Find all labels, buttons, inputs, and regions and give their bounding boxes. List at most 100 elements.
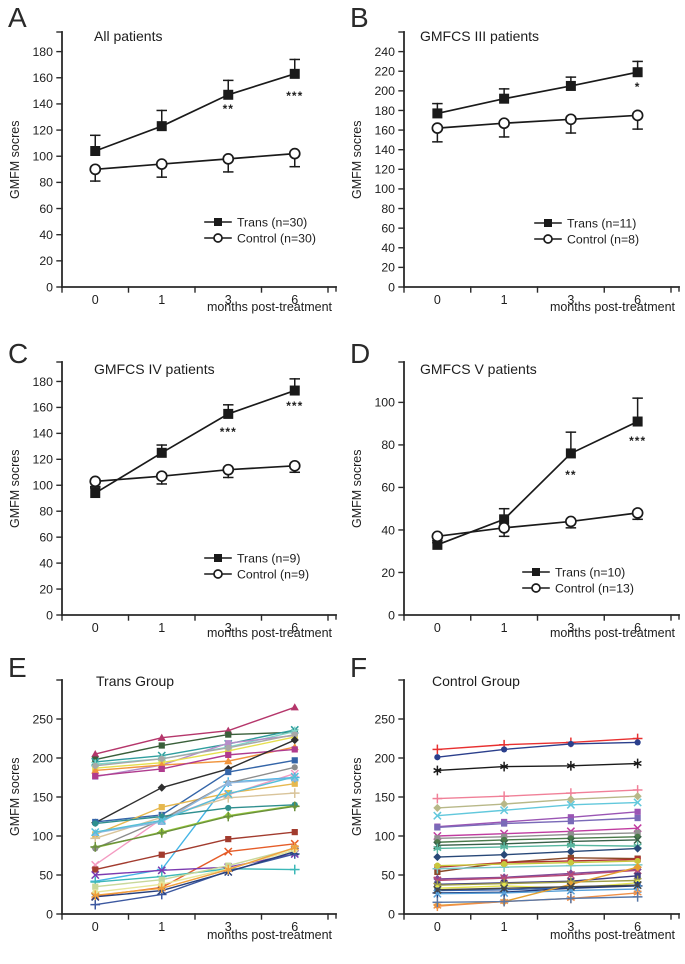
svg-text:Control (n=13): Control (n=13) [555,581,634,595]
svg-text:160: 160 [374,123,395,137]
svg-text:100: 100 [32,150,53,164]
svg-text:150: 150 [32,790,53,804]
svg-text:0: 0 [434,920,441,934]
y-axis-label-C: GMFM socres [8,449,22,528]
x-axis-label-E: months post-treatment [206,928,332,942]
svg-text:50: 50 [39,868,53,882]
svg-text:80: 80 [381,202,395,216]
svg-text:120: 120 [32,453,53,467]
svg-text:Trans (n=30): Trans (n=30) [237,215,307,229]
x-axis-label-C: months post-treatment [206,626,332,640]
svg-text:0: 0 [46,280,53,294]
svg-text:***: *** [286,399,303,413]
svg-text:40: 40 [381,523,395,537]
panel-letter-F: F [350,652,368,683]
svg-text:40: 40 [381,241,395,255]
svg-text:200: 200 [374,84,395,98]
panel-C-plot: 0 20 40 60 80 100 120 140 160 180 0 1 3 6 Trans (n=9) C… [32,361,337,635]
panel-F: 0 50 100 150 200 250 0 1 3 6 F Control Group GMFM… [342,650,685,964]
panel-A-plot: 0 20 40 60 80 100 120 140 160 180 0 1 3 6 Trans (n=30)… [32,31,337,307]
svg-text:140: 140 [32,427,53,441]
svg-text:120: 120 [374,163,395,177]
svg-text:0: 0 [92,920,99,934]
svg-text:3: 3 [567,621,574,635]
svg-text:180: 180 [32,375,53,389]
svg-text:6: 6 [634,293,641,307]
y-axis-label-D: GMFM socres [350,449,364,528]
svg-text:0: 0 [46,608,53,622]
svg-text:***: *** [220,425,237,439]
svg-text:20: 20 [381,261,395,275]
x-axis-label-B: months post-treatment [549,300,675,314]
svg-text:1: 1 [501,920,508,934]
y-axis-label-A: GMFM socres [8,120,22,199]
panel-E-plot: 0 50 100 150 200 250 0 1 3 6 [32,679,337,934]
svg-text:100: 100 [374,396,395,410]
svg-text:1: 1 [158,621,165,635]
svg-text:Control (n=9): Control (n=9) [237,567,309,581]
svg-text:80: 80 [381,438,395,452]
svg-text:100: 100 [32,479,53,493]
svg-text:0: 0 [46,907,53,921]
panel-B: 0 20 40 60 80 100 120 140 160 180 200 220 240 0 1 3 6 Tra… [342,0,685,320]
x-axis-label-A: months post-treatment [206,300,332,314]
svg-text:3: 3 [567,293,574,307]
svg-text:250: 250 [374,712,395,726]
svg-text:220: 220 [374,65,395,79]
svg-text:Control (n=30): Control (n=30) [237,231,316,245]
panel-title-D: GMFCS V patients [420,361,537,377]
svg-text:0: 0 [434,293,441,307]
svg-text:Trans (n=10): Trans (n=10) [555,565,625,579]
x-axis-label-F: months post-treatment [549,928,675,942]
svg-text:1: 1 [158,293,165,307]
svg-text:Trans (n=11): Trans (n=11) [567,216,636,230]
svg-text:200: 200 [32,751,53,765]
svg-text:0: 0 [92,621,99,635]
svg-text:**: ** [565,468,576,482]
panel-letter-E: E [8,652,27,683]
svg-text:140: 140 [374,143,395,157]
y-axis-label-B: GMFM socres [350,120,364,199]
svg-text:100: 100 [32,829,53,843]
svg-text:40: 40 [39,228,53,242]
svg-text:0: 0 [388,280,395,294]
svg-text:100: 100 [374,829,395,843]
panel-title-B: GMFCS III patients [420,28,540,44]
panel-letter-C: C [8,338,29,369]
svg-text:200: 200 [374,751,395,765]
panel-D-plot: 0 20 40 60 80 100 0 1 3 6 Trans (n=10) Control (n=1… [374,361,680,635]
svg-text:20: 20 [381,566,395,580]
svg-text:3: 3 [225,920,232,934]
svg-text:160: 160 [32,401,53,415]
svg-text:1: 1 [501,621,508,635]
panel-title-F: Control Group [432,673,520,689]
svg-text:120: 120 [32,123,53,137]
panel-A: 0 20 40 60 80 100 120 140 160 180 0 1 3 6 Trans (n=30)… [0,0,342,320]
svg-text:3: 3 [225,293,232,307]
svg-text:6: 6 [291,920,298,934]
svg-text:50: 50 [381,868,395,882]
svg-text:1: 1 [158,920,165,934]
svg-text:***: *** [286,89,303,103]
panel-D: 0 20 40 60 80 100 0 1 3 6 Trans (n=10) Control (n=1… [342,320,685,650]
x-axis-label-D: months post-treatment [549,626,675,640]
panel-letter-A: A [8,2,27,33]
svg-text:100: 100 [374,182,395,196]
svg-text:20: 20 [39,582,53,596]
svg-text:60: 60 [39,202,53,216]
svg-text:***: *** [629,434,646,448]
svg-text:1: 1 [501,293,508,307]
svg-text:60: 60 [381,221,395,235]
panel-letter-B: B [350,2,369,33]
svg-text:0: 0 [434,621,441,635]
svg-text:6: 6 [291,293,298,307]
panel-F-plot: 0 50 100 150 200 250 0 1 3 6 [374,679,680,934]
svg-text:250: 250 [32,712,53,726]
svg-text:6: 6 [291,621,298,635]
svg-text:80: 80 [39,176,53,190]
panel-title-E: Trans Group [96,673,175,689]
svg-text:180: 180 [32,45,53,59]
svg-text:Trans (n=9): Trans (n=9) [237,551,300,565]
svg-text:140: 140 [32,97,53,111]
svg-text:60: 60 [381,481,395,495]
